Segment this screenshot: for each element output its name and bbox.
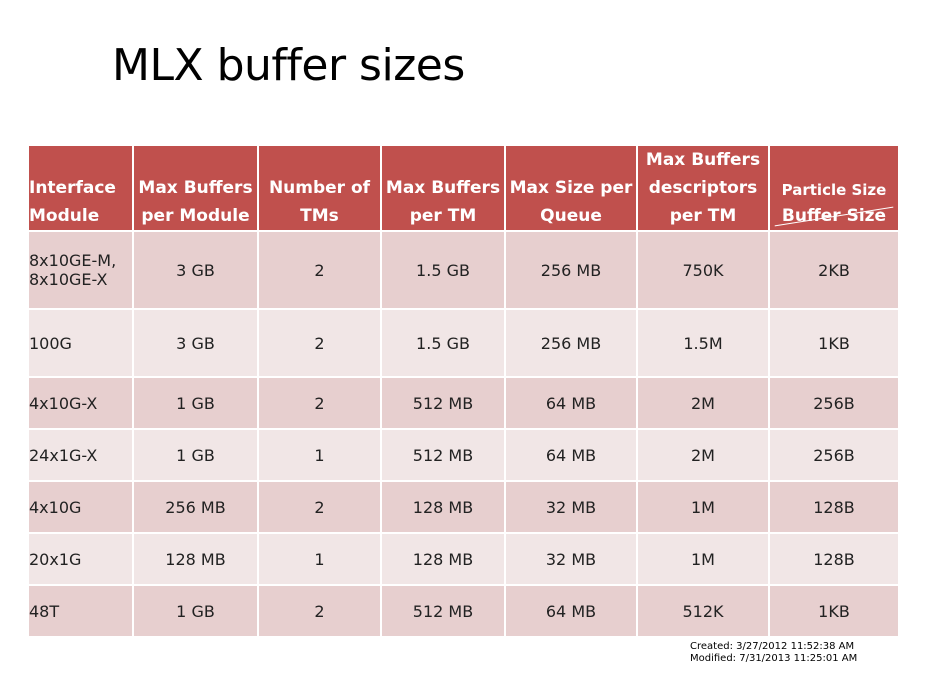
header-cell: Max Buffers descriptors per TM: [636, 144, 770, 232]
header-cell: Max Size per Queue: [504, 144, 638, 232]
table-cell: 2: [257, 584, 382, 638]
table-cell: 1 GB: [132, 428, 259, 482]
table-cell: 1M: [636, 532, 770, 586]
table-cell: 4x10G-X: [27, 376, 134, 430]
table-cell: 4x10G: [27, 480, 134, 534]
slide-title: MLX buffer sizes: [112, 40, 465, 91]
table-cell: 2M: [636, 428, 770, 482]
table-cell: 1 GB: [132, 376, 259, 430]
table-cell: 24x1G-X: [27, 428, 134, 482]
table-cell: 100G: [27, 308, 134, 378]
header-cell: Number of TMs: [257, 144, 382, 232]
table-cell: 128B: [768, 480, 900, 534]
table-cell: 1.5M: [636, 308, 770, 378]
table-cell: 1: [257, 532, 382, 586]
table-cell: 2: [257, 308, 382, 378]
table-cell: 128 MB: [380, 532, 506, 586]
table-cell: 512K: [636, 584, 770, 638]
table-cell: 2M: [636, 376, 770, 430]
table-cell: 64 MB: [504, 428, 638, 482]
table-cell: 128 MB: [380, 480, 506, 534]
header-cell-particle-size: Particle Size Buffer Size: [768, 144, 900, 232]
table-cell: 3 GB: [132, 230, 259, 310]
table-row: 4x10G-X 1 GB 2 512 MB 64 MB 2M 256B: [27, 376, 900, 430]
table-cell: 64 MB: [504, 584, 638, 638]
file-metadata: Created: 3/27/2012 11:52:38 AM Modified:…: [690, 641, 857, 665]
table-cell: 750K: [636, 230, 770, 310]
table-cell: 3 GB: [132, 308, 259, 378]
table-cell: 256 MB: [132, 480, 259, 534]
table-row: 20x1G 128 MB 1 128 MB 32 MB 1M 128B: [27, 532, 900, 586]
table-cell: 2: [257, 376, 382, 430]
table-cell: 32 MB: [504, 480, 638, 534]
header-cell: Max Buffers per Module: [132, 144, 259, 232]
table-cell: 1.5 GB: [380, 308, 506, 378]
table-cell: 128B: [768, 532, 900, 586]
table-cell: 128 MB: [132, 532, 259, 586]
table-cell: 2: [257, 230, 382, 310]
struck-buffer-size-label: Buffer Size: [782, 202, 886, 230]
table-cell: 1 GB: [132, 584, 259, 638]
table-cell: 256B: [768, 376, 900, 430]
table-cell: 32 MB: [504, 532, 638, 586]
table-cell: 20x1G: [27, 532, 134, 586]
table-row: 48T 1 GB 2 512 MB 64 MB 512K 1KB: [27, 584, 900, 638]
table-cell: 256B: [768, 428, 900, 482]
created-timestamp: Created: 3/27/2012 11:52:38 AM: [690, 641, 855, 652]
table-cell: 1KB: [768, 584, 900, 638]
table-cell: 512 MB: [380, 376, 506, 430]
table-header-row: Interface Module Max Buffers per Module …: [27, 144, 900, 232]
particle-size-label: Particle Size: [781, 181, 887, 199]
table-cell: 2KB: [768, 230, 900, 310]
table-row: 8x10GE-M, 8x10GE-X 3 GB 2 1.5 GB 256 MB 750K 2…: [27, 230, 900, 310]
table-cell: 8x10GE-M, 8x10GE-X: [27, 230, 134, 310]
table-cell: 48T: [27, 584, 134, 638]
table-cell: 1.5 GB: [380, 230, 506, 310]
header-cell: Max Buffers per TM: [380, 144, 506, 232]
table-row: 4x10G 256 MB 2 128 MB 32 MB 1M 128B: [27, 480, 900, 534]
modified-timestamp: Modified: 7/31/2013 11:25:01 AM: [690, 653, 858, 664]
table-cell: 1KB: [768, 308, 900, 378]
header-cell: Interface Module: [27, 144, 134, 232]
table-cell: 1M: [636, 480, 770, 534]
buffer-sizes-table: Interface Module Max Buffers per Module …: [27, 144, 900, 638]
table-row: 100G 3 GB 2 1.5 GB 256 MB 1.5M 1KB: [27, 308, 900, 378]
table-cell: 256 MB: [504, 230, 638, 310]
table-row: 24x1G-X 1 GB 1 512 MB 64 MB 2M 256B: [27, 428, 900, 482]
table-cell: 256 MB: [504, 308, 638, 378]
table-cell: 1: [257, 428, 382, 482]
table-cell: 512 MB: [380, 584, 506, 638]
table-cell: 2: [257, 480, 382, 534]
table-cell: 512 MB: [380, 428, 506, 482]
table-cell: 64 MB: [504, 376, 638, 430]
